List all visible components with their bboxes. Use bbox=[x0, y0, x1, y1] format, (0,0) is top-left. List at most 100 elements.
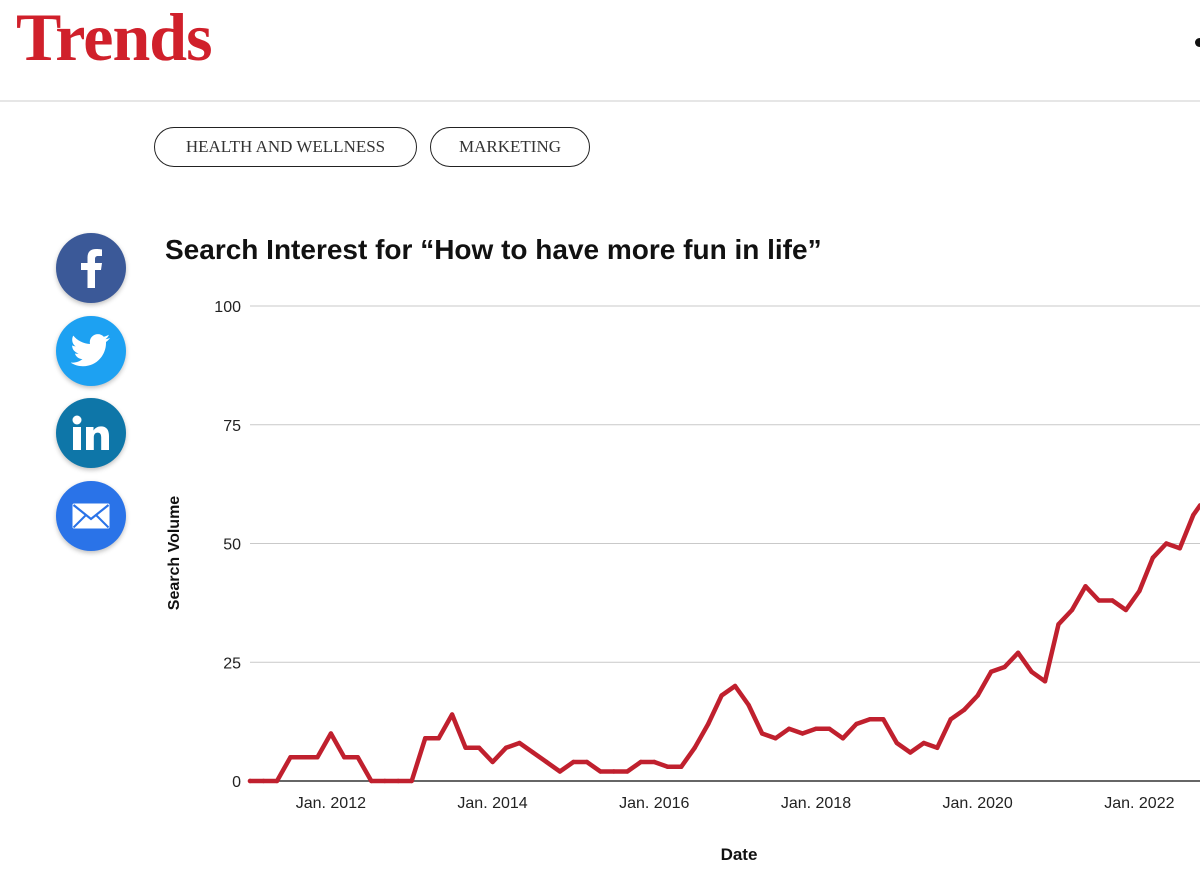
data-point bbox=[921, 740, 926, 746]
data-point bbox=[1150, 555, 1156, 560]
gridlines bbox=[250, 305, 1200, 782]
data-point bbox=[786, 726, 792, 731]
data-point bbox=[584, 759, 590, 765]
x-tick-label: Jan. 2018 bbox=[781, 795, 851, 812]
data-point bbox=[423, 736, 428, 741]
data-point bbox=[503, 745, 509, 750]
data-point bbox=[288, 755, 293, 760]
x-tick-label: Jan. 2020 bbox=[943, 795, 1013, 812]
data-point bbox=[396, 778, 401, 784]
data-point bbox=[665, 764, 670, 769]
data-point bbox=[369, 778, 374, 784]
data-point bbox=[908, 750, 913, 755]
mail-icon bbox=[72, 503, 110, 529]
data-point bbox=[1177, 546, 1183, 551]
data-point bbox=[490, 759, 495, 765]
data-point bbox=[988, 669, 994, 674]
y-tick-label: 50 bbox=[223, 537, 241, 554]
data-point bbox=[1137, 588, 1142, 594]
data-point bbox=[1002, 664, 1007, 670]
data-point bbox=[328, 731, 334, 736]
data-point bbox=[247, 778, 253, 784]
data-point bbox=[1042, 679, 1048, 684]
site-header: Trends bbox=[0, 0, 1200, 102]
data-point bbox=[476, 745, 482, 750]
x-tick-label: Jan. 2022 bbox=[1104, 795, 1174, 812]
site-logo[interactable]: Trends bbox=[16, 0, 213, 75]
y-axis-label: Search Volume bbox=[166, 496, 183, 611]
data-point bbox=[732, 683, 738, 689]
data-point bbox=[881, 717, 886, 722]
tag-health-and-wellness[interactable]: HEALTH AND WELLNESS bbox=[154, 127, 417, 167]
data-point bbox=[652, 759, 657, 765]
facebook-icon bbox=[81, 249, 102, 288]
series-layer bbox=[247, 503, 1200, 784]
data-point bbox=[1069, 607, 1075, 613]
linkedin-icon bbox=[72, 415, 109, 450]
email-share-button[interactable] bbox=[56, 481, 126, 551]
data-point bbox=[948, 717, 953, 722]
data-point bbox=[382, 778, 387, 784]
data-point bbox=[894, 740, 899, 746]
data-point bbox=[274, 778, 280, 784]
data-point bbox=[1056, 622, 1061, 627]
data-point bbox=[1191, 512, 1196, 518]
data-point bbox=[854, 721, 859, 727]
series-line bbox=[247, 503, 1200, 784]
x-axis-ticks: Jan. 2012 Jan. 2014 Jan. 2016 Jan. 2018 Jan.… bbox=[296, 795, 1175, 812]
menu-icon[interactable] bbox=[1195, 38, 1200, 47]
data-point bbox=[517, 740, 522, 746]
facebook-share-button[interactable] bbox=[56, 233, 126, 303]
data-point bbox=[827, 726, 832, 731]
data-point bbox=[1015, 650, 1021, 655]
data-point bbox=[962, 707, 967, 712]
data-point bbox=[975, 693, 980, 698]
data-point bbox=[1164, 541, 1169, 546]
data-point bbox=[409, 778, 414, 784]
data-point bbox=[598, 769, 603, 774]
data-point bbox=[449, 712, 455, 717]
linkedin-share-button[interactable] bbox=[56, 398, 126, 468]
data-point bbox=[867, 717, 873, 722]
tag-marketing[interactable]: MARKETING bbox=[430, 127, 590, 167]
data-point bbox=[679, 764, 684, 769]
data-point bbox=[463, 745, 468, 750]
x-axis-label: Date bbox=[721, 845, 758, 864]
y-tick-label: 0 bbox=[232, 774, 241, 791]
x-tick-label: Jan. 2012 bbox=[296, 795, 366, 812]
data-point bbox=[571, 759, 576, 765]
twitter-share-button[interactable] bbox=[56, 316, 126, 386]
data-point bbox=[1197, 503, 1200, 508]
data-point bbox=[544, 759, 549, 765]
data-point bbox=[706, 721, 711, 727]
data-point bbox=[638, 759, 643, 765]
x-tick-label: Jan. 2016 bbox=[619, 795, 689, 812]
y-tick-label: 75 bbox=[223, 418, 241, 435]
twitter-icon bbox=[71, 334, 110, 367]
data-point bbox=[1096, 598, 1102, 603]
data-point bbox=[759, 731, 765, 736]
data-point bbox=[840, 736, 846, 741]
y-axis-ticks: 0 25 50 75 100 bbox=[214, 299, 241, 791]
data-point bbox=[625, 769, 630, 774]
y-tick-label: 25 bbox=[223, 655, 241, 672]
x-tick-label: Jan. 2014 bbox=[457, 795, 527, 812]
y-tick-label: 100 bbox=[214, 299, 241, 316]
data-point bbox=[1123, 607, 1129, 613]
data-point bbox=[1083, 584, 1088, 589]
data-point bbox=[355, 755, 360, 760]
data-point bbox=[719, 693, 724, 698]
data-point bbox=[935, 745, 940, 750]
data-point bbox=[746, 702, 751, 708]
chart-title: Search Interest for “How to have more fu… bbox=[165, 234, 822, 265]
data-point bbox=[436, 736, 441, 741]
data-point bbox=[692, 745, 697, 750]
data-point bbox=[611, 769, 616, 774]
data-point bbox=[342, 755, 347, 760]
data-point bbox=[315, 755, 320, 760]
data-point bbox=[1029, 669, 1034, 674]
data-point bbox=[261, 778, 266, 784]
data-point bbox=[813, 726, 819, 731]
data-point bbox=[773, 736, 778, 741]
